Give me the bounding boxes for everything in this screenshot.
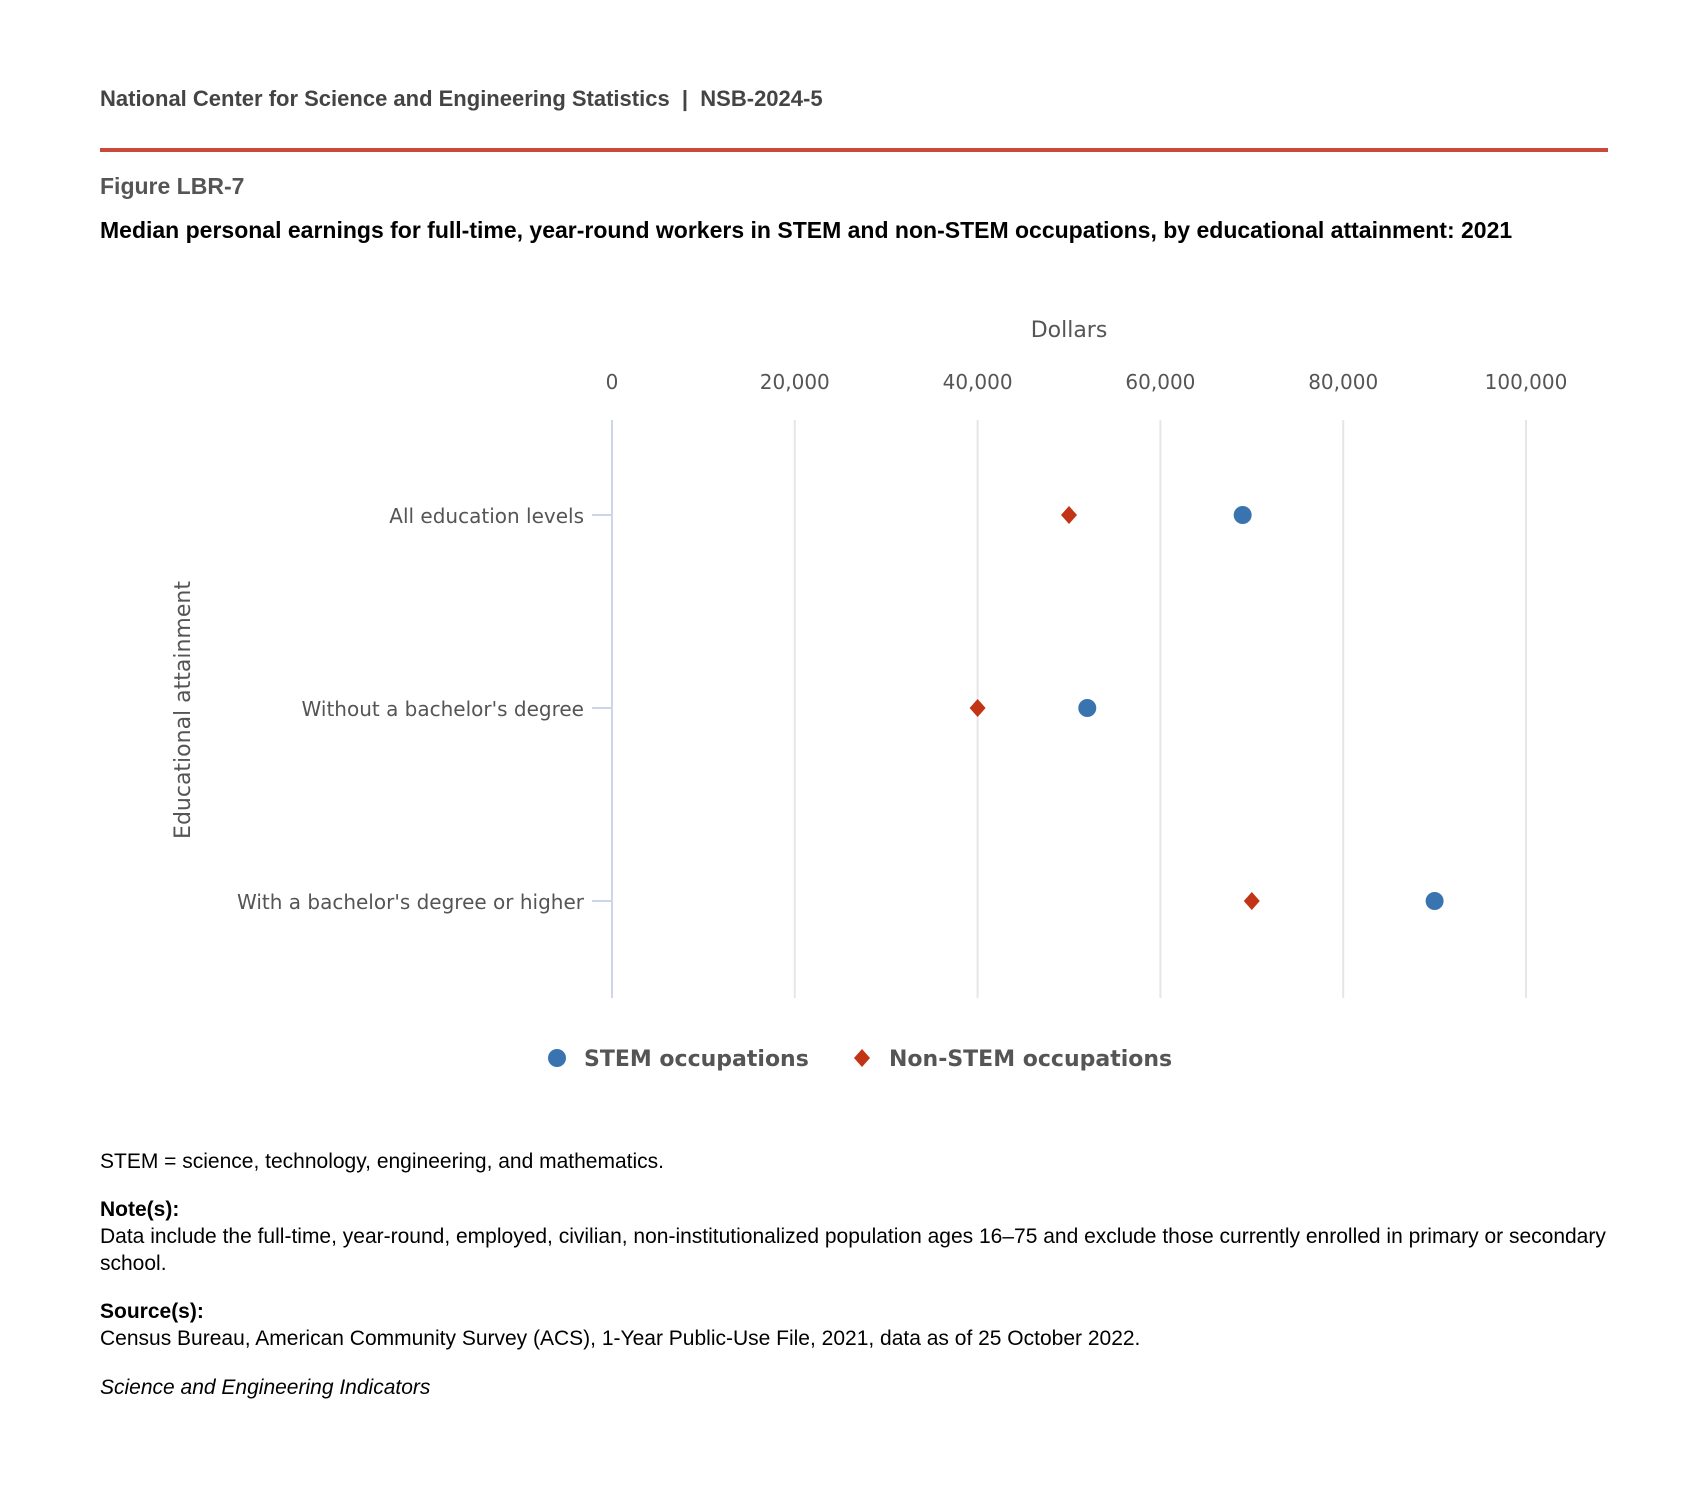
category-label: All education levels [389,504,584,528]
category-label: With a bachelor's degree or higher [237,890,585,914]
dot-plot: Dollars Educational attainment 0 20,000 40… [171,318,1568,1072]
non-stem-point [1061,506,1077,524]
x-axis-title: Dollars [1031,318,1108,343]
publication-name: Science and Engineering Indicators [100,1376,431,1399]
non-stem-point [969,699,986,717]
x-tick-label: 0 [606,370,619,394]
x-tick-label: 80,000 [1308,370,1378,394]
stem-point [1233,506,1252,524]
chart-title: Median personal earnings for full-time, … [100,217,1513,243]
stem-point [1425,892,1444,910]
x-tick-label: 40,000 [943,370,1013,394]
header-divider [100,148,1608,152]
report-header: National Center for Science and Engineer… [100,86,823,111]
legend-non-stem: Non-STEM occupations [889,1047,1172,1072]
figure-label: Figure LBR-7 [100,173,245,199]
non-stem-point [1243,892,1260,910]
source-label: Source(s): [100,1300,204,1323]
abbreviation-note: STEM = science, technology, engineering,… [100,1150,664,1173]
category-label: Without a bachelor's degree [302,697,584,721]
x-tick-label: 20,000 [760,370,830,394]
stem-point [1078,699,1097,717]
x-tick-label: 60,000 [1125,370,1195,394]
y-axis-title: Educational attainment [171,581,196,839]
notes-text: Data include the full-time, year-round, … [100,1225,1606,1275]
legend-stem: STEM occupations [584,1047,809,1072]
notes-label: Note(s): [100,1198,180,1221]
x-tick-label: 100,000 [1485,370,1568,394]
source-text: Census Bureau, American Community Survey… [100,1327,1141,1350]
legend-diamond-icon [854,1049,870,1067]
legend-circle-icon [548,1049,566,1067]
